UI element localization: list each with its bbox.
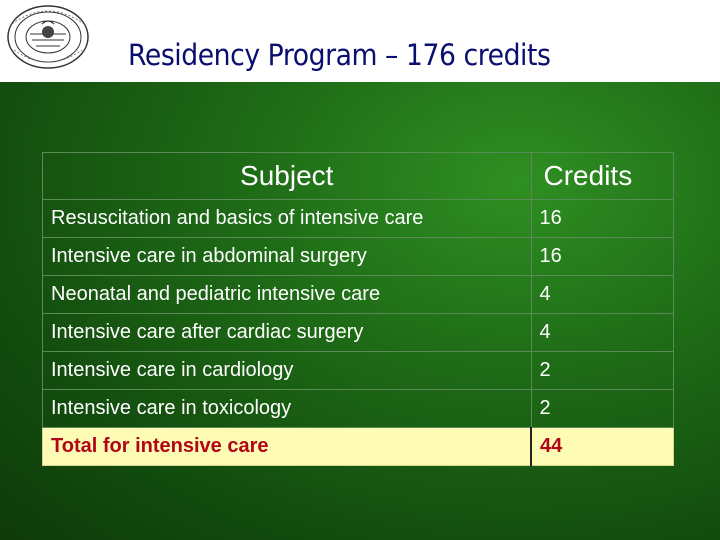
- credits-cell: 4: [530, 275, 674, 314]
- credits-cell: 16: [530, 237, 674, 276]
- total-credits: 44: [530, 427, 674, 466]
- total-row: Total for intensive care 44: [42, 427, 674, 466]
- credits-cell: 2: [530, 351, 674, 390]
- table-row: Intensive care in abdominal surgery 16: [42, 237, 674, 276]
- slide-title: Residency Program – 176 credits: [128, 38, 551, 72]
- total-label: Total for intensive care: [42, 427, 532, 466]
- credits-cell: 2: [530, 389, 674, 428]
- subject-column-header: Subject: [42, 152, 532, 200]
- subject-cell: Intensive care in abdominal surgery: [42, 237, 532, 276]
- subject-cell: Neonatal and pediatric intensive care: [42, 275, 532, 314]
- credits-table: Subject Credits Resuscitation and basics…: [42, 152, 674, 466]
- credits-cell: 4: [530, 313, 674, 352]
- table-row: Neonatal and pediatric intensive care 4: [42, 275, 674, 314]
- subject-cell: Intensive care in toxicology: [42, 389, 532, 428]
- subject-cell: Intensive care in cardiology: [42, 351, 532, 390]
- table-row: Intensive care after cardiac surgery 4: [42, 313, 674, 352]
- subject-cell: Resuscitation and basics of intensive ca…: [42, 199, 532, 238]
- credits-cell: 16: [530, 199, 674, 238]
- subject-cell: Intensive care after cardiac surgery: [42, 313, 532, 352]
- table-row: Resuscitation and basics of intensive ca…: [42, 199, 674, 238]
- credits-column-header: Credits: [530, 152, 674, 200]
- slide-header: Residency Program – 176 credits: [0, 0, 720, 82]
- table-row: Intensive care in cardiology 2: [42, 351, 674, 390]
- table-header-row: Subject Credits: [42, 152, 674, 200]
- table-row: Intensive care in toxicology 2: [42, 389, 674, 428]
- university-seal-icon: [7, 5, 89, 69]
